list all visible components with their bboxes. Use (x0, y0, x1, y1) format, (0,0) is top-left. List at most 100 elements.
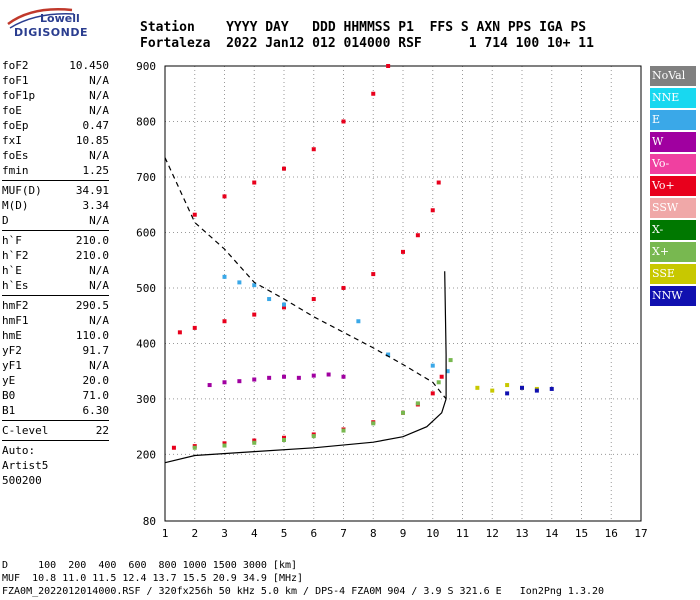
param-value: 1.25 (82, 164, 110, 177)
param-row: foEs N/A (2, 148, 109, 163)
param-key: fmin (2, 164, 29, 177)
x-tick-label: 16 (605, 527, 618, 540)
trace-point-vo (282, 166, 286, 171)
param-row: B0 71.0 (2, 388, 109, 403)
param-key: hmF1 (2, 314, 29, 327)
param-key: h`F (2, 234, 22, 247)
param-row: foF2 10.450 (2, 58, 109, 73)
param-key: foEp (2, 119, 29, 132)
x-tick-label: 11 (456, 527, 469, 540)
param-value: 91.7 (82, 344, 110, 357)
param-key: foF1 (2, 74, 29, 87)
param-key: h`F2 (2, 249, 29, 262)
trace-point-vo (192, 212, 197, 217)
header-row1: Station YYYY DAY DDD HHMMSS P1 FFS S AXN… (140, 20, 587, 35)
y-tick-label: 80 (143, 515, 156, 528)
x-tick-label: 5 (281, 527, 288, 540)
param-key: 500200 (2, 474, 42, 487)
x-tick-label: 7 (340, 527, 347, 540)
param-key: hmE (2, 329, 22, 342)
param-value: N/A (89, 279, 109, 292)
x-tick-label: 17 (634, 527, 647, 540)
param-value: 290.5 (75, 299, 109, 312)
x-tick-label: 13 (515, 527, 528, 540)
digisonde-logo: Lowell DIGISONDE (2, 2, 122, 46)
param-separator (2, 420, 109, 421)
x-tick-label: 6 (310, 527, 317, 540)
param-row: h`Es N/A (2, 278, 109, 293)
trace-point-vo (436, 180, 441, 185)
trace-point-w (282, 374, 286, 379)
param-value: N/A (89, 74, 109, 87)
param-row: C-level 22 (2, 423, 109, 438)
plot-frame (164, 65, 642, 522)
trace-point-nnw (505, 391, 510, 396)
MUF-line (164, 157, 447, 400)
legend-item-vo: Vo+ (650, 176, 696, 196)
param-row: fmin 1.25 (2, 163, 109, 178)
trace-point-vo (430, 208, 435, 213)
param-row: yF1 N/A (2, 358, 109, 373)
footer-row1: D 100 200 400 600 800 1000 1500 3000 [km… (2, 560, 298, 571)
trace-point-w (222, 380, 227, 385)
trace-point-sse (505, 383, 510, 388)
trace-point-nnw (549, 386, 554, 391)
legend-item-vo: Vo- (650, 154, 696, 174)
param-value: 6.30 (82, 404, 110, 417)
param-value: 22 (95, 424, 109, 437)
trace-point-e (430, 363, 435, 368)
legend-item-ssw: SSW (650, 198, 696, 218)
trace-point-vo (222, 194, 227, 199)
logo-line1: Lowell (40, 12, 80, 25)
param-key: B0 (2, 389, 16, 402)
x-tick-label: 14 (545, 527, 559, 540)
trace-point-nnw (534, 388, 539, 393)
trace-point-w (252, 377, 257, 382)
param-key: MUF(D) (2, 184, 42, 197)
trace-point-vo (192, 325, 197, 330)
param-value: N/A (89, 149, 109, 162)
param-row: h`F2 210.0 (2, 248, 109, 263)
trace-point-x (371, 421, 376, 426)
trace-point-e (267, 297, 272, 302)
parameter-panel: foF2 10.450 foF1 N/A foF1p N/A foE N/A foEp 0.47 f… (2, 58, 109, 488)
param-key: foEs (2, 149, 29, 162)
footer-row2: MUF 10.8 11.0 11.5 12.4 13.7 15.5 20.9 3… (2, 573, 304, 584)
param-key: yF2 (2, 344, 22, 357)
trace-point-vo (371, 91, 376, 96)
param-value: N/A (89, 89, 109, 102)
param-key: C-level (2, 424, 49, 437)
y-tick-label: 500 (136, 282, 156, 295)
trace-point-vo (282, 435, 286, 440)
trace-point-sse (475, 385, 480, 390)
profile-line (164, 271, 447, 464)
param-value: 3.34 (82, 199, 110, 212)
footer-row3: FZA0M_2022012014000.RSF / 320fx256h 50 k… (2, 586, 605, 597)
trace-point-e (237, 280, 242, 285)
x-tick-label: 15 (575, 527, 588, 540)
param-row: hmE 110.0 (2, 328, 109, 343)
param-value: 0.47 (82, 119, 110, 132)
trace-point-nnw (520, 385, 524, 390)
param-key: M(D) (2, 199, 29, 212)
param-key: h`E (2, 264, 22, 277)
legend-item-sse: SSE (650, 264, 696, 284)
logo-line2: DIGISONDE (14, 26, 88, 39)
trace-point-vo (282, 305, 286, 310)
trace-point-vo (439, 374, 444, 379)
param-separator (2, 295, 109, 296)
trace-point-x (401, 410, 405, 415)
trace-point-vo (386, 64, 391, 68)
y-tick-label: 200 (136, 448, 156, 461)
param-value: 210.0 (75, 249, 109, 262)
trace-point-w (237, 379, 242, 384)
param-row: h`E N/A (2, 263, 109, 278)
param-row: M(D) 3.34 (2, 198, 109, 213)
trace-point-x (341, 428, 346, 433)
param-value: N/A (89, 359, 109, 372)
y-tick-label: 800 (136, 115, 156, 128)
station-header: Station YYYY DAY DDD HHMMSS P1 FFS S AXN… (140, 20, 594, 52)
trace-point-w (296, 375, 301, 380)
trace-point-x (415, 401, 420, 406)
